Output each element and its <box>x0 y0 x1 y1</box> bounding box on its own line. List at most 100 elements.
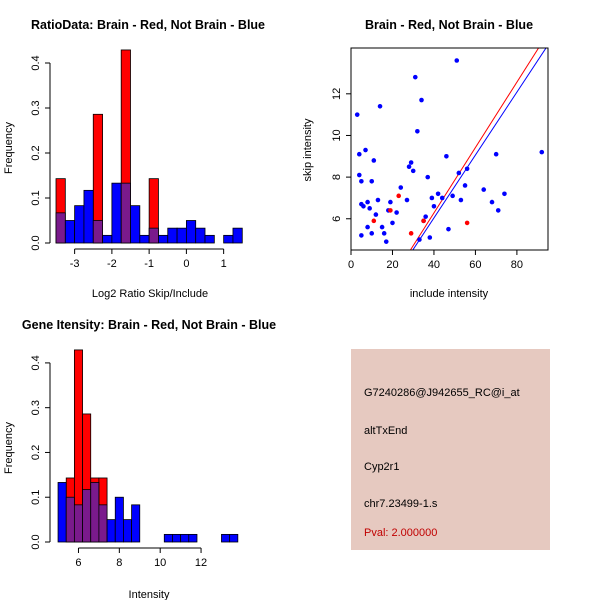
ratio-histogram-not-brain-bar <box>176 227 187 244</box>
info-panel-background <box>351 349 550 550</box>
ratio-histogram-not-brain-bar <box>139 234 150 244</box>
ratio-histogram-not-brain-bar <box>185 220 197 244</box>
not-brain-point <box>406 164 412 170</box>
ratio-histogram-overlap-bar <box>55 212 66 244</box>
ratio-histogram-not-brain-bar <box>195 227 206 244</box>
ratio-histogram-not-brain-bar <box>74 205 85 244</box>
brain-point <box>371 218 377 224</box>
not-brain-point <box>390 220 395 226</box>
ratio-histogram-not-brain-bar <box>130 205 141 244</box>
scatter-x-tick-label: 80 <box>511 259 523 271</box>
scatter-x-tick-label: 0 <box>348 259 354 271</box>
gene-histogram-y-tick-label: 0.3 <box>30 400 42 415</box>
scatter-xlabel: include intensity <box>410 288 489 300</box>
ratio-histogram-x-tick-label: 0 <box>183 258 189 270</box>
gene-histogram-overlap-bar <box>73 504 83 543</box>
not-brain-point <box>489 199 495 205</box>
not-brain-point <box>365 224 370 230</box>
ratio-histogram-overlap-bar <box>92 220 103 244</box>
gene-histogram-not-brain-bar <box>114 496 124 543</box>
not-brain-point <box>481 187 487 192</box>
gene-histogram-panel: Gene Itensity: Brain - Red, Not Brain - … <box>3 318 276 600</box>
brain-point <box>421 218 426 224</box>
not-brain-point <box>439 195 445 201</box>
gene-histogram-x-tick-label: 12 <box>195 557 207 569</box>
gene-histogram-x-tick-label: 8 <box>116 557 122 569</box>
ratio-histogram-x-tick-label: -3 <box>70 258 80 270</box>
ratio-histogram-x-tick-label: -1 <box>144 258 154 270</box>
ratio-histogram-y-tick-label: 0.3 <box>30 100 42 115</box>
scatter-panel: Brain - Red, Not Brain - Blue include in… <box>302 18 549 300</box>
not-brain-point <box>446 226 451 232</box>
gene-histogram-x-tick-label: 10 <box>154 557 166 569</box>
brain-fit-line <box>409 48 540 250</box>
not-brain-point <box>354 112 360 117</box>
brain-point <box>388 208 393 213</box>
not-brain-point <box>435 191 441 197</box>
not-brain-point <box>431 203 437 209</box>
scatter-x-tick-label: 40 <box>428 259 440 271</box>
ratio-histogram-x-tick-label: -2 <box>107 258 117 270</box>
not-brain-point <box>375 197 381 203</box>
not-brain-point <box>425 174 431 180</box>
gene-histogram-not-brain-bar <box>106 519 116 543</box>
not-brain-point <box>419 97 424 103</box>
gene-histogram-not-brain-bar <box>163 533 173 543</box>
not-brain-point <box>356 151 362 157</box>
not-brain-point <box>361 203 366 209</box>
ratio-histogram-y-tick-label: 0.4 <box>30 55 42 70</box>
scatter-y-tick-label: 8 <box>331 174 343 180</box>
ratio-histogram-not-brain-bar <box>102 234 113 244</box>
not-brain-point <box>404 197 410 203</box>
not-brain-point <box>495 208 501 213</box>
not-brain-point <box>379 224 385 230</box>
ratio-histogram-not-brain-bar <box>167 227 178 244</box>
ratio-histogram-x-tick-label: 1 <box>221 258 227 270</box>
not-brain-fit-line <box>412 48 547 250</box>
ratio-histogram-not-brain-bar <box>64 220 76 244</box>
gene-histogram-y-tick-label: 0.4 <box>30 355 42 370</box>
ratio-histogram-y-tick-label: 0.2 <box>30 145 42 160</box>
not-brain-point <box>367 206 372 211</box>
gene-histogram-not-brain-bar <box>229 533 239 543</box>
ratio-histogram-y-tick-label: 0.1 <box>30 190 42 205</box>
scatter-x-tick-label: 20 <box>386 259 398 271</box>
gene-histogram-not-brain-bar <box>131 504 141 543</box>
not-brain-point <box>415 128 420 134</box>
not-brain-point <box>371 158 377 163</box>
event-type-text: altTxEnd <box>364 425 407 437</box>
scatter-y-tick-label: 10 <box>331 129 343 141</box>
gene-histogram-not-brain-bar <box>188 533 198 543</box>
gene-histogram-ylabel: Frequency <box>3 422 15 474</box>
scatter-y-tick-label: 12 <box>331 88 343 100</box>
ratio-histogram-y-tick-label: 0.0 <box>30 235 42 250</box>
pval-text: Pval: 2.000000 <box>364 527 437 539</box>
ratio-histogram-panel: RatioData: Brain - Red, Not Brain - Blue… <box>3 18 265 300</box>
scatter-ylabel: skip intensity <box>302 118 314 181</box>
not-brain-point <box>410 168 416 174</box>
scatter-x-tick-label: 60 <box>469 259 481 271</box>
scatter-plot-frame <box>350 47 549 251</box>
gene-histogram-overlap-bar <box>90 482 100 543</box>
probe-id-text: G7240286@J942655_RC@i_at <box>364 387 520 399</box>
gene-histogram-not-brain-bar <box>221 533 231 543</box>
brain-point <box>408 231 414 236</box>
not-brain-point <box>388 199 393 205</box>
ratio-histogram-not-brain-bar <box>232 227 243 244</box>
ratio-histogram-not-brain-bar <box>223 234 234 244</box>
ratio-histogram-title: RatioData: Brain - Red, Not Brain - Blue <box>31 18 265 32</box>
not-brain-point <box>458 197 464 203</box>
gene-name-text: Cyp2r1 <box>364 461 399 473</box>
ratio-histogram-not-brain-bar <box>158 234 169 244</box>
not-brain-point <box>363 147 368 153</box>
gene-histogram-not-brain-bar <box>57 482 67 543</box>
gene-histogram-not-brain-bar <box>123 519 132 543</box>
brain-point <box>396 193 401 199</box>
gene-histogram-overlap-bar <box>98 504 108 543</box>
not-brain-point <box>381 231 387 236</box>
not-brain-point <box>462 183 468 188</box>
not-brain-point <box>383 239 389 244</box>
ratio-histogram-not-brain-bar <box>204 234 215 244</box>
not-brain-point <box>427 235 433 240</box>
